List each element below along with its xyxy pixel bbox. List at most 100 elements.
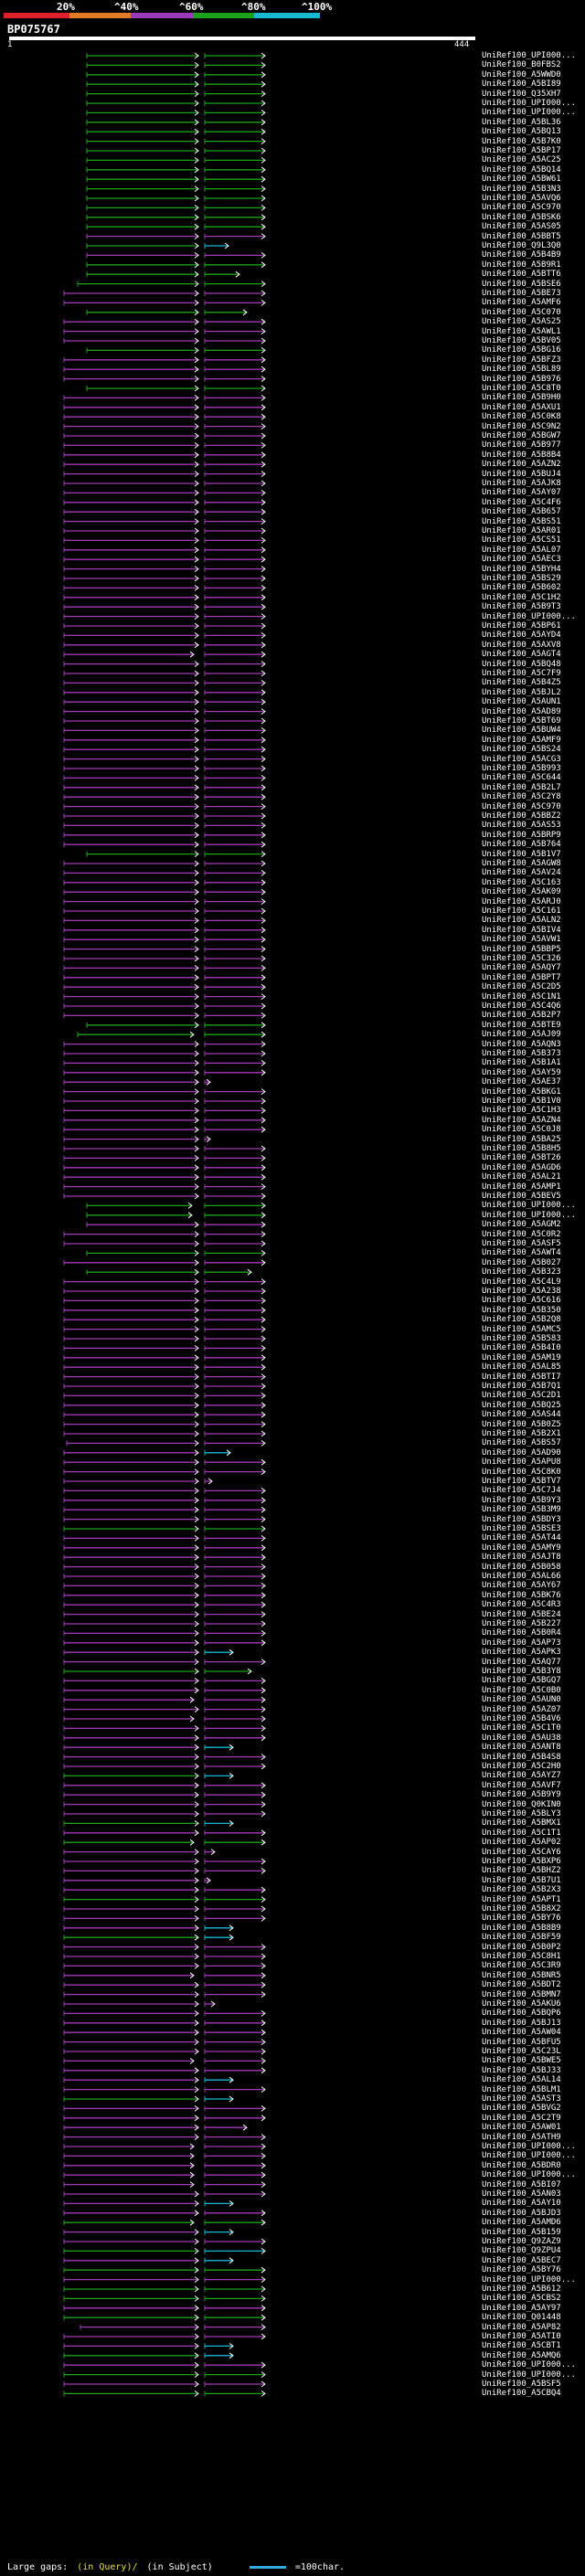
hit-label[interactable]: UniRef100_A5AS53 [482,821,561,831]
hit-label[interactable]: UniRef100_A5AXU1 [482,402,561,412]
hit-label[interactable]: UniRef100_A5BW61 [482,175,561,185]
hit-label[interactable]: UniRef100_A5B9T3 [482,602,561,612]
hit-row[interactable] [63,2248,266,2254]
hit-row[interactable] [86,80,266,88]
hit-label[interactable]: UniRef100_A5BXP6 [482,1857,561,1866]
hit-row[interactable] [86,147,266,154]
hit-label[interactable]: UniRef100_A5B602 [482,583,561,593]
hit-label[interactable]: UniRef100_UPI000... [482,51,576,60]
hit-label[interactable]: UniRef100_A5AMD6 [482,2218,561,2228]
hit-label[interactable]: UniRef100_A5AL21 [482,1172,561,1182]
hit-row[interactable] [63,641,266,649]
hit-row[interactable] [63,1820,234,1827]
hit-label[interactable]: UniRef100_A5AM19 [482,1352,561,1362]
hit-row[interactable] [63,2124,248,2131]
hit-label[interactable]: UniRef100_A5C4Q6 [482,1002,561,1011]
hit-row[interactable] [63,1963,266,1969]
hit-label[interactable]: UniRef100_A5AGW8 [482,859,561,868]
hit-label[interactable]: UniRef100_A5AY07 [482,488,561,498]
hit-row[interactable] [63,490,266,496]
hit-label[interactable]: UniRef100_A5BRP9 [482,830,561,840]
hit-row[interactable] [63,2295,266,2302]
hit-row[interactable] [63,1659,266,1665]
hit-row[interactable] [63,698,266,705]
hit-label[interactable]: UniRef100_A5AMQ6 [482,2350,561,2360]
hit-label[interactable]: UniRef100_A5AY97 [482,2303,561,2313]
hit-label[interactable]: UniRef100_A5BSE6 [482,279,561,289]
hit-label[interactable]: UniRef100_UPI000... [482,108,576,118]
hit-row[interactable] [63,2095,234,2103]
hit-label[interactable]: UniRef100_A5C1H2 [482,592,561,602]
hit-label[interactable]: UniRef100_A5AP82 [482,2322,561,2332]
hit-row[interactable] [63,2115,266,2122]
hit-row[interactable] [63,1611,266,1617]
hit-row[interactable] [63,594,266,601]
hit-label[interactable]: UniRef100_A5AQ77 [482,1657,561,1667]
hit-row[interactable] [63,2162,266,2169]
hit-label[interactable]: UniRef100_A5BI07 [482,2179,561,2189]
hit-row[interactable] [63,2257,234,2264]
hit-row[interactable] [63,1041,266,1047]
hit-label[interactable]: UniRef100_A5AMC5 [482,1324,561,1334]
hit-label[interactable]: UniRef100_A5BJ13 [482,2018,561,2028]
hit-label[interactable]: UniRef100_A5BTE9 [482,1020,561,1030]
hit-label[interactable]: UniRef100_A5BDR0 [482,2160,561,2170]
hit-row[interactable] [63,2019,266,2027]
hit-label[interactable]: UniRef100_A5BDT2 [482,1980,561,1990]
hit-row[interactable] [63,395,266,401]
hit-row[interactable] [63,1316,266,1323]
hit-label[interactable]: UniRef100_A5BLY3 [482,1809,561,1818]
hit-label[interactable]: UniRef100_A5AMF6 [482,298,561,308]
hit-row[interactable] [63,1307,266,1314]
hit-row[interactable] [63,1430,266,1437]
hit-row[interactable] [63,1868,266,1874]
hit-label[interactable]: UniRef100_A5C9N2 [482,421,561,431]
hit-row[interactable] [63,585,266,591]
hit-label[interactable]: UniRef100_A5B0P2 [482,1942,561,1952]
hit-row[interactable] [63,1288,266,1295]
hit-row[interactable] [63,2380,266,2388]
hit-label[interactable]: UniRef100_A5AZN2 [482,460,561,470]
hit-row[interactable] [63,622,266,630]
hit-row[interactable] [63,1734,266,1742]
hit-row[interactable] [86,195,266,202]
hit-label[interactable]: UniRef100_A5BQP6 [482,2009,561,2019]
hit-row[interactable] [63,1991,266,1998]
hit-label[interactable]: UniRef100_A5BNR5 [482,1970,561,1980]
hit-row[interactable] [63,756,266,762]
hit-label[interactable]: UniRef100_A5AP73 [482,1638,561,1648]
hit-row[interactable] [63,1012,266,1019]
hit-label[interactable]: UniRef100_A5AEC3 [482,555,561,565]
hit-label[interactable]: UniRef100_A5BY76 [482,2265,561,2275]
hit-label[interactable]: UniRef100_A5BTT6 [482,270,561,280]
hit-label[interactable]: UniRef100_A5B227 [482,1619,561,1628]
hit-label[interactable]: UniRef100_A5BFU5 [482,2037,561,2047]
hit-row[interactable] [63,2305,266,2312]
hit-row[interactable] [63,527,266,535]
hit-row[interactable] [63,1754,266,1760]
hit-row[interactable] [63,318,266,325]
hit-label[interactable]: UniRef100_A5AUN1 [482,697,561,707]
hit-label[interactable]: UniRef100_A5C0J8 [482,1125,561,1135]
hit-label[interactable]: UniRef100_A5BI89 [482,80,561,90]
hit-row[interactable] [63,2238,266,2245]
hit-label[interactable]: UniRef100_A5B3N3 [482,184,561,194]
hit-row[interactable] [86,138,266,144]
hit-label[interactable]: UniRef100_A5BTV7 [482,1477,561,1486]
hit-label[interactable]: UniRef100_A5B583 [482,1334,561,1343]
hit-label[interactable]: UniRef100_A5C970 [482,801,561,811]
hit-label[interactable]: UniRef100_A5AW01 [482,2123,561,2133]
hit-label[interactable]: UniRef100_A5AW04 [482,2028,561,2038]
hit-row[interactable] [63,1326,266,1332]
hit-label[interactable]: UniRef100_A5AN03 [482,2189,561,2199]
hit-row[interactable] [86,214,266,221]
hit-row[interactable] [77,281,266,287]
hit-row[interactable] [86,1022,266,1029]
hit-label[interactable]: UniRef100_A5BT26 [482,1153,561,1163]
hit-label[interactable]: UniRef100_A5BS24 [482,745,561,755]
hit-label[interactable]: UniRef100_A5C8K0 [482,1467,561,1477]
hit-label[interactable]: UniRef100_A5AWL1 [482,326,561,336]
hit-label[interactable]: UniRef100_A5B027 [482,1257,561,1267]
hit-label[interactable]: UniRef100_A5ACG3 [482,754,561,764]
hit-label[interactable]: UniRef100_A5BP61 [482,621,561,631]
